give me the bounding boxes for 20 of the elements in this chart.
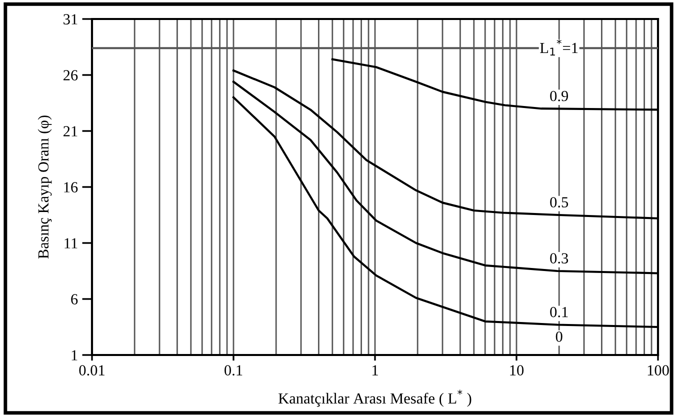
x-tick-label: 0.01 — [79, 365, 104, 376]
x-tick-label: 0.1 — [224, 365, 242, 376]
series-label: L$_{1}$$^{*}$=1 — [540, 39, 578, 56]
series-label: 0.9 — [550, 90, 568, 102]
y-tick-label: 21 — [64, 126, 78, 136]
annotation: 0 — [556, 332, 562, 342]
x-tick-label: 10 — [510, 365, 524, 376]
series-label: 0.1 — [550, 306, 568, 318]
x-axis-title: Kanatçıklar Arası Mesafe ( L$^{*}$ ) — [278, 390, 472, 407]
y-tick-label: 26 — [64, 70, 78, 80]
x-tick-label: 1 — [372, 365, 378, 376]
y-tick-label: 1 — [72, 350, 78, 360]
series-label: 0.5 — [550, 197, 568, 208]
y-axis-title: Basınç Kayıp Oranı (φ) — [38, 116, 52, 259]
series-label: 0.3 — [550, 253, 568, 264]
y-tick-label: 16 — [64, 182, 78, 192]
y-tick-label: 6 — [71, 294, 78, 304]
x-tick-label: 100 — [648, 365, 669, 376]
y-tick-label: 11 — [64, 238, 78, 248]
y-tick-label: 31 — [64, 14, 78, 24]
